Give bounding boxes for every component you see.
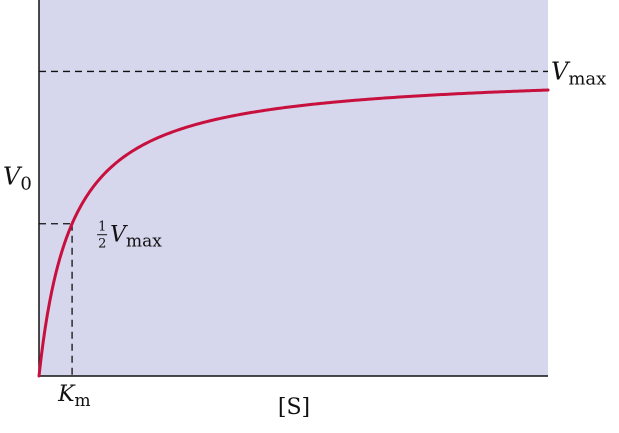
vmax-label-sub: max xyxy=(568,68,606,89)
km-label-sub: m xyxy=(75,391,91,411)
km-label: Km xyxy=(57,382,91,411)
y-axis-label-main: V xyxy=(3,163,23,191)
plot-background xyxy=(39,0,548,376)
half-vmax-fraction-numerator: 1 xyxy=(98,220,106,235)
km-label-main: K xyxy=(57,382,76,407)
vmax-label: Vmax xyxy=(551,57,606,89)
y-axis-label: V0 xyxy=(3,163,32,195)
vmax-label-main: V xyxy=(551,57,571,85)
y-axis-label-sub: 0 xyxy=(20,174,31,195)
half-vmax-fraction-denominator: 2 xyxy=(98,237,106,252)
half-vmax-label-sub: max xyxy=(126,232,162,252)
series-line-v0 xyxy=(37,88,550,378)
half-vmax-label: Vmax xyxy=(110,223,162,252)
half-vmax-label-main: V xyxy=(110,223,128,248)
x-axis-label: [S] xyxy=(278,395,310,420)
